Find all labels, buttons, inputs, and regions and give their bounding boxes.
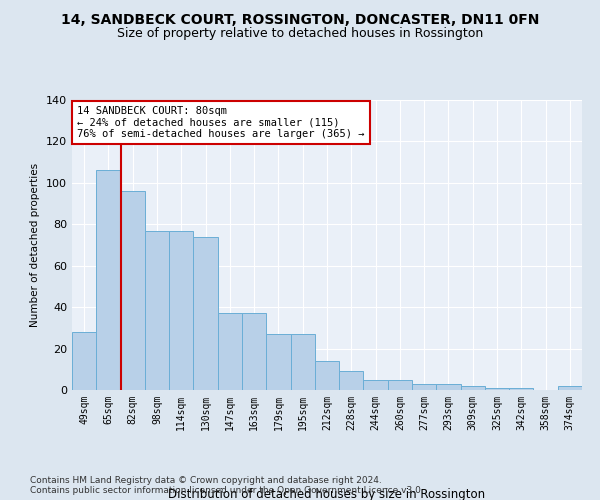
- Bar: [121, 191, 145, 390]
- Bar: [485, 388, 509, 390]
- Text: Contains HM Land Registry data © Crown copyright and database right 2024.
Contai: Contains HM Land Registry data © Crown c…: [30, 476, 424, 495]
- Y-axis label: Number of detached properties: Number of detached properties: [31, 163, 40, 327]
- Bar: [509, 388, 533, 390]
- Bar: [558, 386, 582, 390]
- Bar: [412, 384, 436, 390]
- Text: 14, SANDBECK COURT, ROSSINGTON, DONCASTER, DN11 0FN: 14, SANDBECK COURT, ROSSINGTON, DONCASTE…: [61, 12, 539, 26]
- Bar: [193, 236, 218, 390]
- X-axis label: Distribution of detached houses by size in Rossington: Distribution of detached houses by size …: [169, 488, 485, 500]
- Bar: [388, 380, 412, 390]
- Bar: [218, 314, 242, 390]
- Bar: [290, 334, 315, 390]
- Text: Size of property relative to detached houses in Rossington: Size of property relative to detached ho…: [117, 28, 483, 40]
- Bar: [169, 230, 193, 390]
- Text: 14 SANDBECK COURT: 80sqm
← 24% of detached houses are smaller (115)
76% of semi-: 14 SANDBECK COURT: 80sqm ← 24% of detach…: [77, 106, 365, 139]
- Bar: [96, 170, 121, 390]
- Bar: [461, 386, 485, 390]
- Bar: [315, 361, 339, 390]
- Bar: [145, 230, 169, 390]
- Bar: [72, 332, 96, 390]
- Bar: [436, 384, 461, 390]
- Bar: [339, 372, 364, 390]
- Bar: [242, 314, 266, 390]
- Bar: [266, 334, 290, 390]
- Bar: [364, 380, 388, 390]
